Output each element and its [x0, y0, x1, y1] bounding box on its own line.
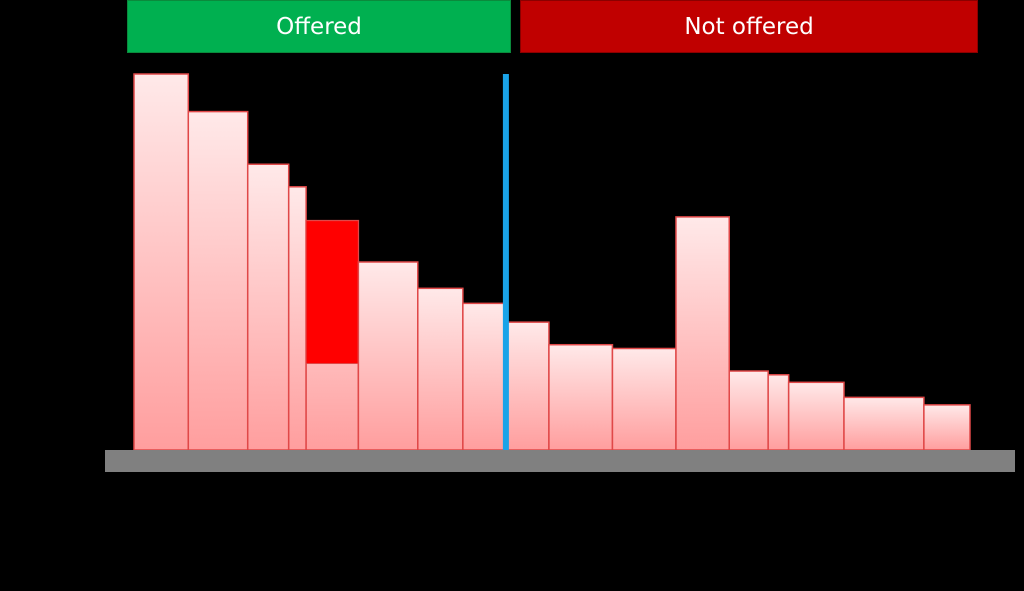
- bar-3: [246, 163, 290, 451]
- group-divider-line: [502, 74, 509, 450]
- bar-9: [505, 321, 550, 451]
- bar-8: [462, 302, 507, 451]
- bar-17: [923, 404, 971, 451]
- bar-16: [843, 396, 925, 451]
- bar-12: [675, 216, 730, 451]
- bar-5-highlight-segment: [305, 220, 359, 365]
- bar-15: [787, 381, 845, 451]
- offered-group-header: Offered: [127, 0, 511, 53]
- bar-4: [287, 186, 307, 451]
- bars-layer: [105, 73, 1015, 472]
- bar-2: [187, 110, 249, 451]
- bar-7: [417, 287, 464, 451]
- bar-1: [133, 73, 190, 451]
- baseline-band: [105, 450, 1015, 472]
- not-offered-group-label: Not offered: [684, 13, 814, 40]
- bar-6: [357, 261, 419, 451]
- bar-14: [767, 374, 790, 451]
- offered-group-label: Offered: [276, 13, 362, 40]
- bar-11: [611, 347, 677, 451]
- not-offered-group-header: Not offered: [520, 0, 978, 53]
- bar-13: [728, 370, 769, 451]
- bar-10: [548, 343, 614, 451]
